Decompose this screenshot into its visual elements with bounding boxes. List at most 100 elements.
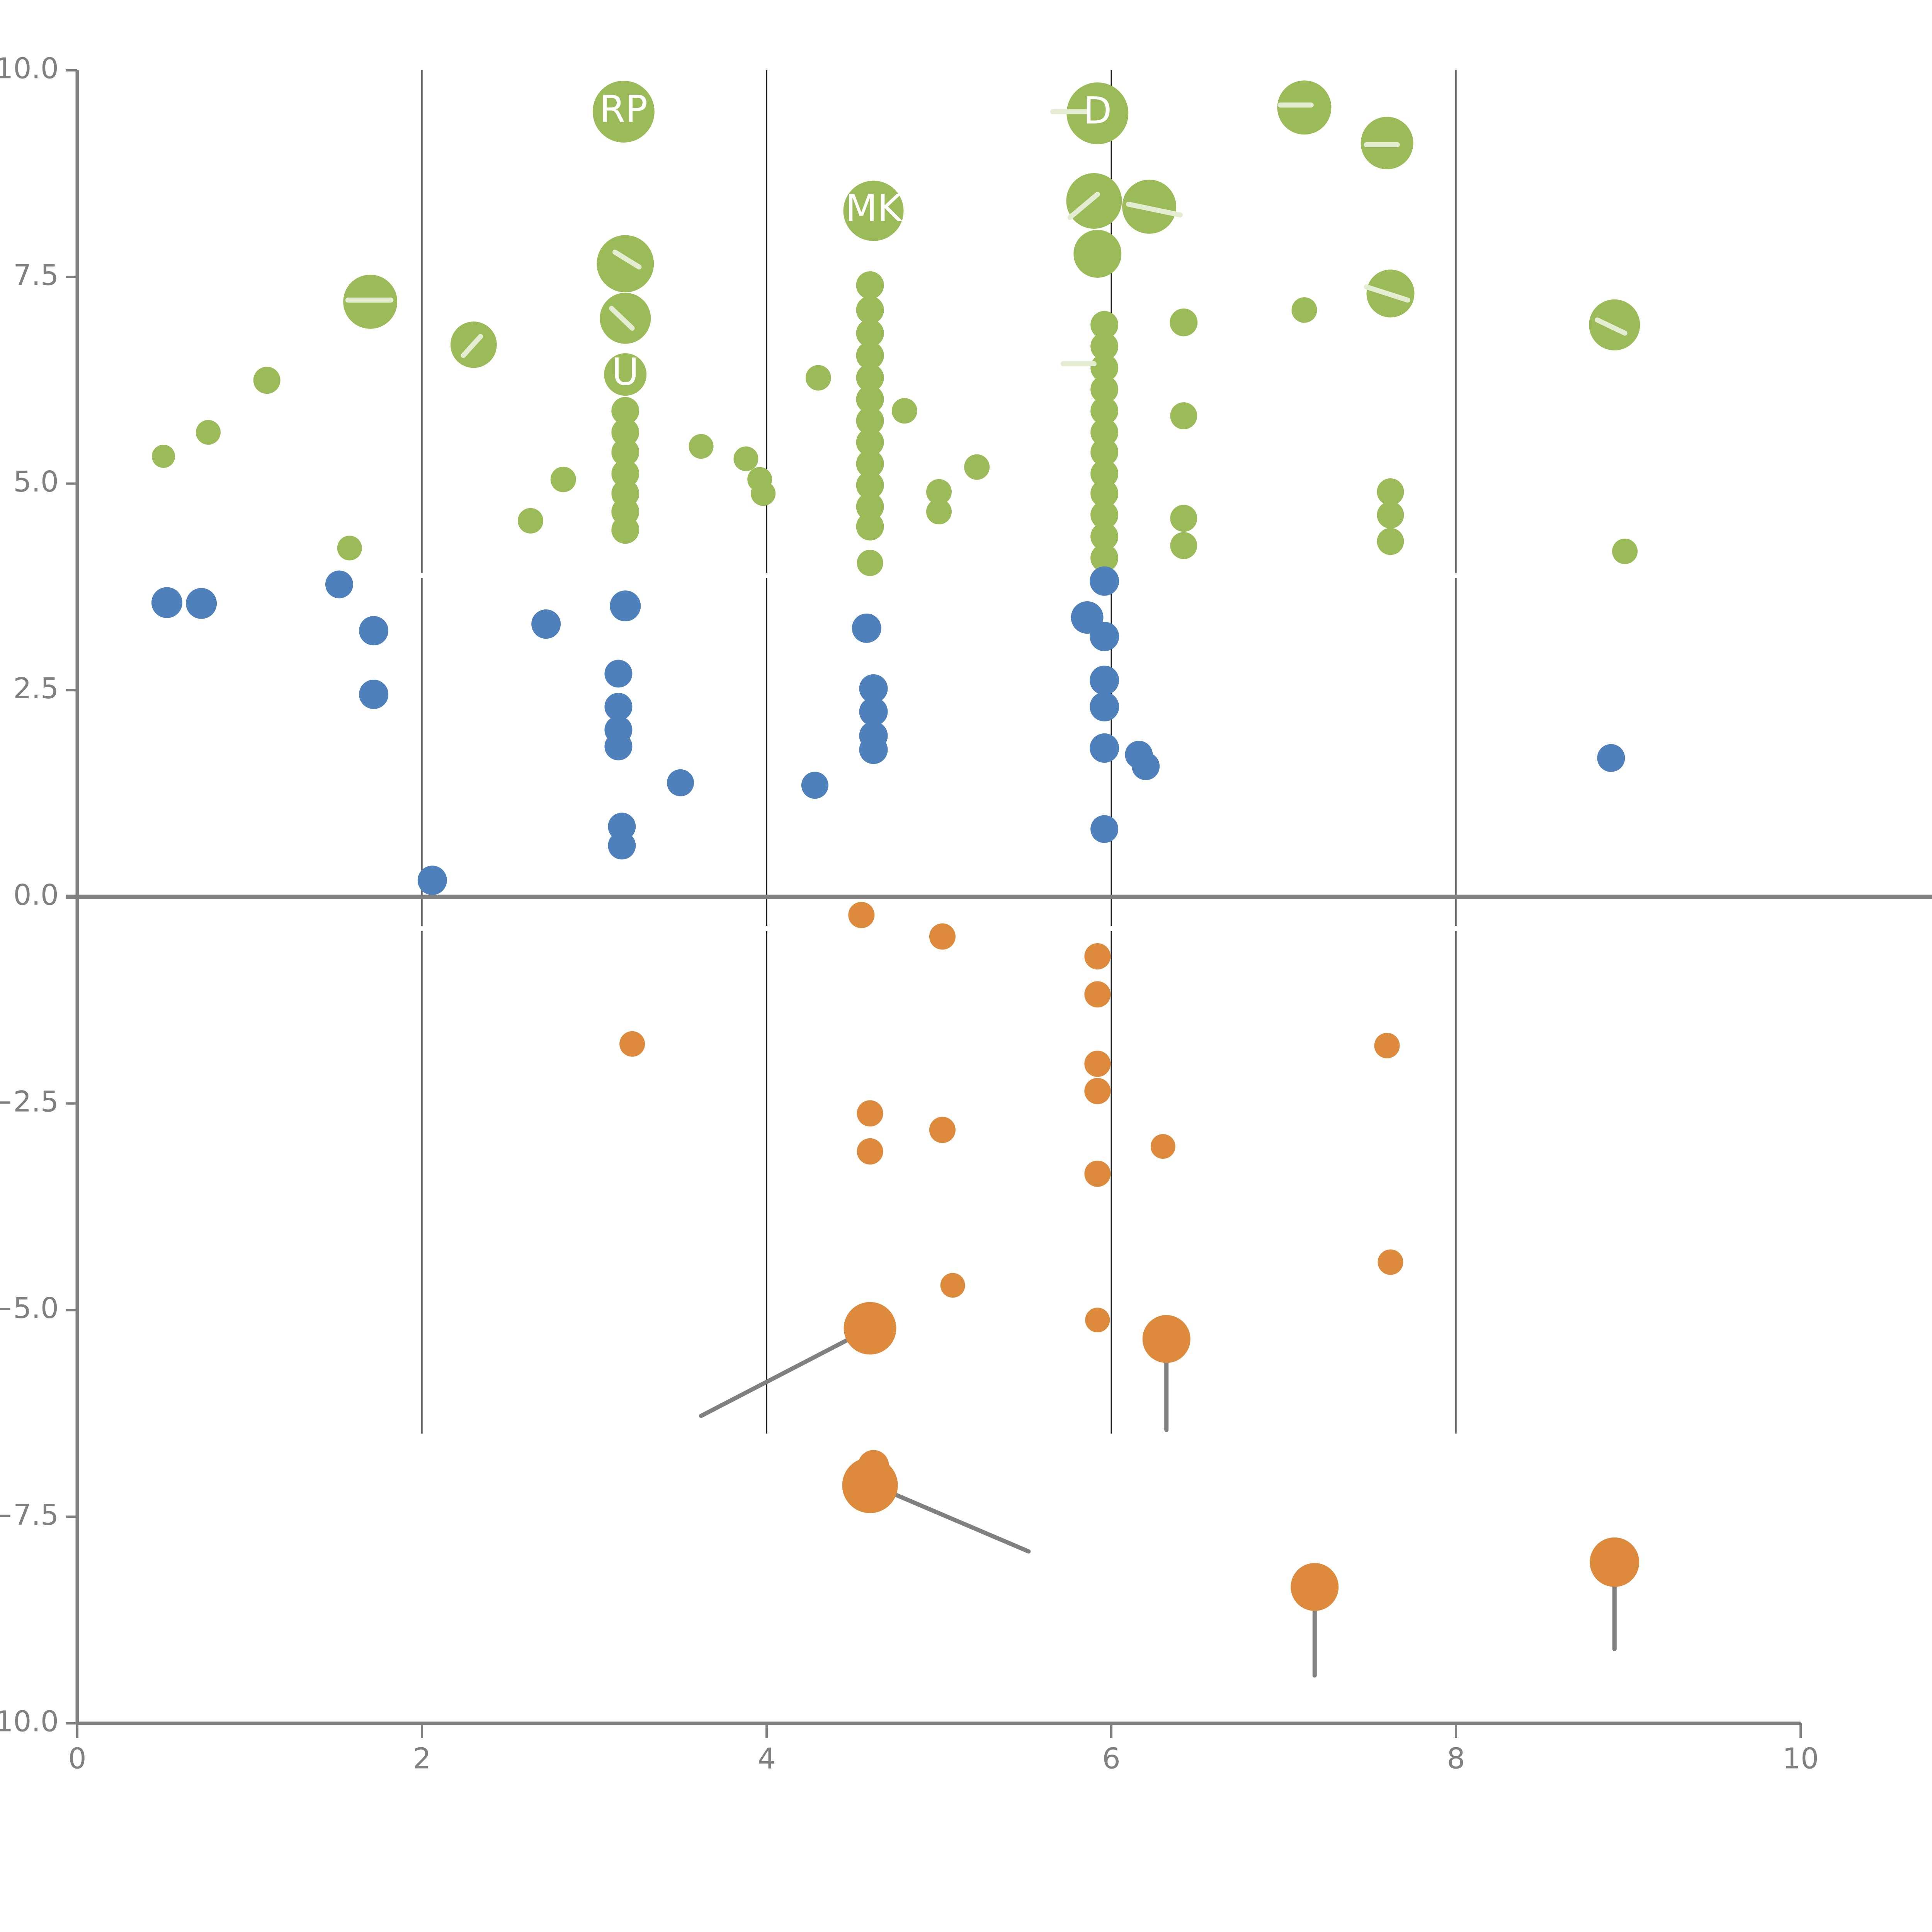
bubble-orange-12[interactable] (1084, 1051, 1111, 1077)
bubble-blue-20[interactable] (859, 735, 888, 764)
bubble-green-11[interactable] (604, 353, 647, 396)
bubble-green-18[interactable] (611, 516, 639, 544)
bubble-orange-2[interactable] (929, 923, 956, 950)
bubble-green-1[interactable] (196, 420, 221, 445)
bubble-blue-7[interactable] (610, 590, 641, 622)
bubble-green-40[interactable] (926, 499, 952, 525)
bubble-green-33[interactable] (856, 450, 884, 478)
bubble-green-53[interactable] (1090, 459, 1119, 488)
bubble-green-67[interactable] (1377, 501, 1404, 529)
bubble-green-47[interactable] (1090, 332, 1119, 361)
bubble-orange-4[interactable] (857, 1138, 883, 1165)
bubble-green-29[interactable] (856, 364, 884, 392)
bubble-green-69[interactable] (1589, 299, 1640, 350)
bubble-blue-24[interactable] (1090, 665, 1119, 695)
bubble-orange-17[interactable] (1142, 1315, 1190, 1363)
bubble-green-51[interactable] (1090, 418, 1119, 446)
bubble-green-34[interactable] (856, 471, 884, 499)
bubble-orange-16[interactable] (1150, 1134, 1175, 1159)
bubble-green-63[interactable] (1291, 297, 1317, 323)
bubble-green-23[interactable] (805, 365, 831, 391)
bubble-green-31[interactable] (856, 406, 884, 435)
bubble-green-54[interactable] (1090, 480, 1119, 508)
bubble-orange-13[interactable] (1084, 1078, 1111, 1104)
bubble-orange-6[interactable] (940, 1273, 965, 1298)
bubble-green-22[interactable] (751, 481, 776, 506)
bubble-blue-25[interactable] (1090, 692, 1119, 722)
bubble-blue-5[interactable] (417, 866, 447, 895)
bubble-orange-15[interactable] (1085, 1308, 1110, 1333)
bubble-orange-18[interactable] (1374, 1033, 1400, 1059)
bubble-green-32[interactable] (856, 428, 884, 456)
bubble-blue-11[interactable] (604, 732, 633, 760)
bubble-green-20[interactable] (733, 446, 759, 471)
bubble-green-12[interactable] (611, 397, 639, 425)
bubble-blue-4[interactable] (359, 679, 389, 709)
bubble-blue-14[interactable] (667, 769, 694, 796)
bubble-blue-0[interactable] (151, 587, 182, 618)
bubble-orange-9[interactable] (842, 1457, 898, 1513)
bubble-blue-30[interactable] (1597, 744, 1625, 772)
bubble-green-28[interactable] (856, 341, 884, 369)
bubble-green-49[interactable] (1090, 375, 1119, 403)
bubble-green-44[interactable] (1073, 230, 1122, 278)
bubble-orange-20[interactable] (1291, 1563, 1339, 1611)
bubble-green-38[interactable] (891, 398, 917, 424)
bubble-green-15[interactable] (611, 459, 639, 488)
bubble-blue-13[interactable] (608, 832, 636, 860)
bubble-blue-22[interactable] (1090, 566, 1119, 596)
bubble-green-56[interactable] (1090, 522, 1119, 551)
bubble-orange-19[interactable] (1378, 1249, 1403, 1275)
bubble-green-60[interactable] (1170, 505, 1197, 532)
bubble-blue-17[interactable] (859, 674, 888, 703)
bubble-green-26[interactable] (856, 296, 884, 324)
bubble-green-59[interactable] (1170, 402, 1197, 430)
bubble-green-25[interactable] (856, 271, 884, 299)
bubble-orange-3[interactable] (857, 1100, 883, 1127)
bubble-green-2[interactable] (253, 367, 281, 394)
bubble-blue-15[interactable] (801, 772, 828, 799)
bubble-green-35[interactable] (856, 493, 884, 521)
bubble-green-37[interactable] (857, 549, 883, 576)
bubble-green-57[interactable] (1090, 544, 1119, 572)
bubble-blue-8[interactable] (604, 660, 633, 688)
bubble-green-70[interactable] (1612, 538, 1638, 564)
bubble-green-3[interactable] (337, 536, 362, 561)
bubble-blue-23[interactable] (1090, 622, 1119, 651)
bubble-blue-3[interactable] (359, 616, 389, 646)
bubble-green-39[interactable] (926, 479, 952, 505)
bubble-green-66[interactable] (1377, 478, 1404, 505)
bubble-green-52[interactable] (1090, 438, 1119, 466)
bubble-green-19[interactable] (689, 434, 714, 459)
bubble-blue-26[interactable] (1090, 733, 1119, 763)
bubble-green-55[interactable] (1090, 501, 1119, 529)
bubble-green-27[interactable] (856, 319, 884, 347)
bubble-green-58[interactable] (1170, 308, 1198, 337)
bubble-blue-6[interactable] (531, 609, 561, 639)
bubble-green-68[interactable] (1377, 528, 1404, 555)
bubble-green-0[interactable] (152, 444, 175, 468)
bubble-orange-10[interactable] (1084, 943, 1111, 970)
bubble-green-43[interactable] (1066, 173, 1122, 229)
bubble-green-6[interactable] (517, 508, 543, 534)
bubble-green-36[interactable] (856, 512, 884, 541)
bubble-blue-12[interactable] (608, 813, 636, 841)
bubble-green-50[interactable] (1090, 397, 1119, 425)
bubble-blue-1[interactable] (186, 588, 217, 619)
bubble-green-8[interactable] (592, 80, 655, 143)
bubble-orange-0[interactable] (619, 1031, 645, 1057)
bubble-orange-7[interactable] (844, 1302, 896, 1355)
bubble-orange-11[interactable] (1084, 981, 1111, 1008)
bubble-green-61[interactable] (1170, 532, 1197, 559)
bubble-blue-18[interactable] (859, 697, 888, 726)
bubble-green-13[interactable] (611, 418, 639, 446)
bubble-green-46[interactable] (1090, 311, 1119, 339)
bubble-orange-14[interactable] (1084, 1160, 1111, 1187)
bubble-green-24[interactable] (843, 180, 904, 241)
bubble-blue-2[interactable] (325, 570, 353, 599)
bubble-orange-5[interactable] (929, 1117, 956, 1143)
bubble-blue-16[interactable] (852, 613, 881, 643)
bubble-green-9[interactable] (597, 235, 654, 293)
bubble-blue-29[interactable] (1090, 815, 1119, 843)
bubble-blue-9[interactable] (604, 693, 633, 721)
